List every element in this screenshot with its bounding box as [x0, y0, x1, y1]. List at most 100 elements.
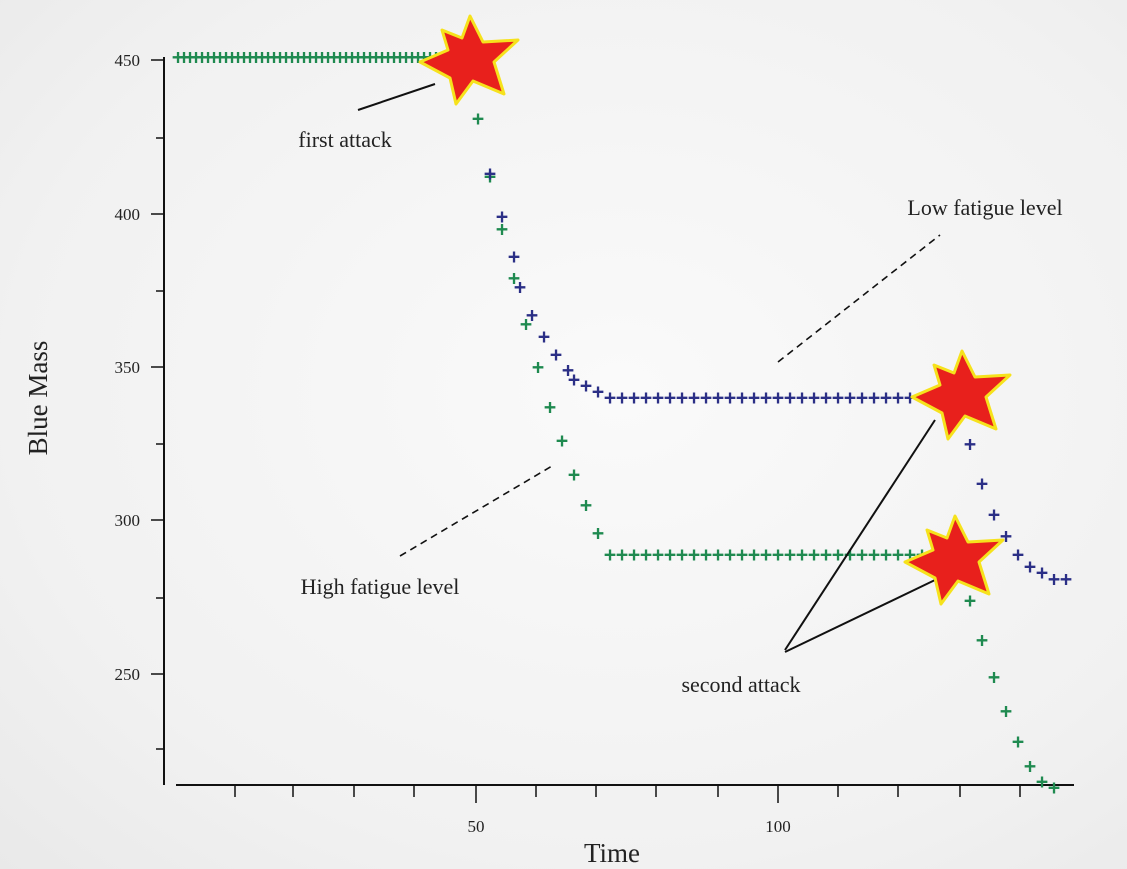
data-point-high: +: [202, 45, 214, 69]
data-point-high: +: [700, 542, 712, 566]
data-point-low: +: [496, 205, 508, 229]
data-point-low: +: [832, 386, 844, 410]
data-point-low: +: [712, 386, 724, 410]
data-point-low: +: [640, 386, 652, 410]
data-point-high: +: [652, 542, 664, 566]
data-point-low: +: [550, 343, 562, 367]
data-point-low: +: [652, 386, 664, 410]
data-point-high: +: [382, 45, 394, 69]
data-point-high: +: [220, 45, 232, 69]
data-point-high: +: [340, 45, 352, 69]
data-point-high: +: [226, 45, 238, 69]
data-point-high: +: [214, 45, 226, 69]
data-point-high: +: [370, 45, 382, 69]
data-point-high: +: [976, 628, 988, 652]
burst-second-attack-high: [903, 514, 1005, 606]
data-point-high: +: [304, 45, 316, 69]
data-point-high: +: [508, 266, 520, 290]
data-point-high: +: [364, 45, 376, 69]
data-point-low: +: [1048, 567, 1060, 591]
data-point-low: +: [844, 386, 856, 410]
data-point-high: +: [262, 45, 274, 69]
data-point-high: +: [964, 588, 976, 612]
data-point-low: +: [796, 386, 808, 410]
data-point-high: +: [472, 106, 484, 130]
data-point-high: +: [760, 542, 772, 566]
data-point-low: +: [1000, 524, 1012, 548]
data-point-high: +: [190, 45, 202, 69]
data-point-low: +: [724, 386, 736, 410]
data-point-high: +: [748, 542, 760, 566]
data-point-low: +: [676, 386, 688, 410]
data-point-high: +: [244, 45, 256, 69]
data-point-high: +: [352, 45, 364, 69]
data-point-high: +: [784, 542, 796, 566]
data-point-high: +: [184, 45, 196, 69]
data-point-high: +: [520, 312, 532, 336]
data-point-low: +: [772, 386, 784, 410]
data-point-high: +: [310, 45, 322, 69]
high-fatigue-leader: [399, 465, 553, 557]
data-point-high: +: [736, 542, 748, 566]
data-point-low: +: [964, 432, 976, 456]
data-point-low: +: [808, 386, 820, 410]
annotation-lines: [357, 83, 941, 653]
data-point-low: +: [1024, 555, 1036, 579]
data-point-high: +: [316, 45, 328, 69]
data-point-high: +: [292, 45, 304, 69]
data-point-high: +: [286, 45, 298, 69]
data-point-low: +: [562, 358, 574, 382]
data-point-high: +: [496, 217, 508, 241]
burst-second-attack-low: [910, 349, 1012, 441]
annotation-high-fatigue: High fatigue level: [301, 574, 460, 599]
x-axis-title: Time: [584, 838, 640, 868]
data-point-low: +: [856, 386, 868, 410]
data-point-high: +: [856, 542, 868, 566]
data-point-low: +: [538, 324, 550, 348]
data-point-high: +: [772, 542, 784, 566]
data-point-low: +: [760, 386, 772, 410]
series-high-fatigue: ++++++++++++++++++++++++++++++++++++++++…: [172, 45, 1060, 800]
data-point-low: +: [1036, 561, 1048, 585]
y-tick-label-250: 250: [115, 665, 141, 684]
data-point-high: +: [988, 665, 1000, 689]
data-point-high: +: [346, 45, 358, 69]
data-point-high: +: [334, 45, 346, 69]
data-point-low: +: [688, 386, 700, 410]
x-ticks: [234, 785, 1021, 803]
data-point-low: +: [526, 303, 538, 327]
data-point-low: +: [1012, 542, 1024, 566]
data-point-low: +: [628, 386, 640, 410]
y-tick-label-450: 450: [115, 51, 141, 70]
data-point-high: +: [394, 45, 406, 69]
data-point-high: +: [796, 542, 808, 566]
data-point-low: +: [868, 386, 880, 410]
x-tick-label-100: 100: [765, 817, 791, 836]
y-ticks: [151, 59, 164, 750]
data-point-high: +: [1000, 699, 1012, 723]
data-point-high: +: [844, 542, 856, 566]
data-point-high: +: [178, 45, 190, 69]
burst-first-attack: [418, 14, 520, 106]
x-tick-label-50: 50: [468, 817, 485, 836]
data-point-low: +: [616, 386, 628, 410]
data-point-low: +: [748, 386, 760, 410]
data-point-high: +: [676, 542, 688, 566]
data-point-low: +: [880, 386, 892, 410]
data-point-high: +: [238, 45, 250, 69]
data-point-high: +: [196, 45, 208, 69]
data-point-high: +: [868, 542, 880, 566]
second-attack-leader-upper: [784, 419, 936, 651]
data-point-high: +: [544, 395, 556, 419]
data-point-high: +: [604, 542, 616, 566]
data-point-high: +: [712, 542, 724, 566]
data-point-low: +: [664, 386, 676, 410]
data-point-low: +: [988, 502, 1000, 526]
data-point-high: +: [1036, 769, 1048, 793]
data-point-high: +: [628, 542, 640, 566]
data-point-high: +: [172, 45, 184, 69]
data-point-low: +: [568, 367, 580, 391]
data-point-low: +: [976, 472, 988, 496]
data-point-high: +: [1048, 776, 1060, 800]
